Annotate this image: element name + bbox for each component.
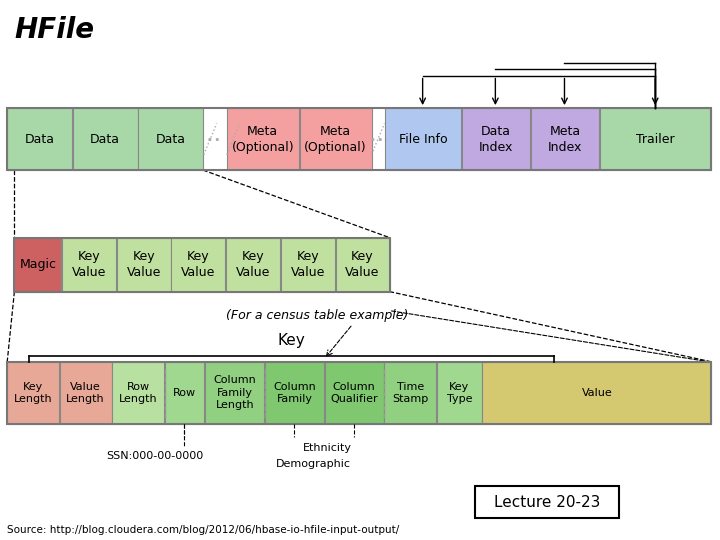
Bar	[336, 238, 390, 292]
Text: Column
Family: Column Family	[273, 382, 316, 404]
Text: Ethnicity: Ethnicity	[303, 443, 352, 453]
Text: Meta
(Optional): Meta (Optional)	[232, 125, 294, 153]
Text: SSN:000-00-0000: SSN:000-00-0000	[106, 451, 204, 461]
Text: Key
Value: Key Value	[291, 250, 325, 279]
Bar	[14, 238, 390, 292]
Text: Meta
Index: Meta Index	[548, 125, 582, 153]
Bar	[7, 362, 59, 424]
Bar	[7, 108, 72, 170]
Text: Magic: Magic	[19, 258, 56, 271]
Bar	[62, 238, 116, 292]
Text: Trailer: Trailer	[636, 132, 675, 146]
Text: Key: Key	[278, 333, 305, 348]
Text: Value: Value	[582, 388, 612, 398]
Text: Meta
(Optional): Meta (Optional)	[305, 125, 366, 153]
Bar	[385, 108, 461, 170]
Text: Data
Index: Data Index	[479, 125, 513, 153]
Text: Key
Value: Key Value	[127, 250, 161, 279]
Text: Source: http://blog.cloudera.com/blog/2012/06/hbase-io-hfile-input-output/: Source: http://blog.cloudera.com/blog/20…	[7, 524, 400, 535]
Bar	[117, 238, 171, 292]
Bar	[7, 362, 711, 424]
Text: Time
Stamp: Time Stamp	[392, 382, 428, 404]
Text: Key
Value: Key Value	[236, 250, 270, 279]
Text: Demographic: Demographic	[276, 459, 351, 469]
Bar	[226, 238, 280, 292]
Bar	[437, 362, 482, 424]
Text: Lecture 20-23: Lecture 20-23	[494, 495, 600, 510]
Text: HFile: HFile	[14, 16, 94, 44]
Text: Data: Data	[156, 132, 186, 146]
Bar	[300, 108, 372, 170]
Bar	[138, 108, 203, 170]
Text: Key
Type: Key Type	[446, 382, 472, 404]
Bar	[531, 108, 599, 170]
Text: Column
Qualifier: Column Qualifier	[330, 382, 378, 404]
Text: Key
Value: Key Value	[346, 250, 379, 279]
Bar	[600, 108, 711, 170]
Text: File Info: File Info	[399, 132, 447, 146]
Bar	[112, 362, 164, 424]
Bar	[7, 108, 711, 170]
Text: Key
Value: Key Value	[72, 250, 106, 279]
Bar	[462, 108, 530, 170]
Bar	[227, 108, 299, 170]
Text: Value
Length: Value Length	[66, 382, 105, 404]
Bar	[60, 362, 112, 424]
Bar	[475, 486, 619, 518]
Bar	[165, 362, 204, 424]
Text: Row
Length: Row Length	[119, 382, 158, 404]
Bar	[265, 362, 324, 424]
Text: Data: Data	[90, 132, 120, 146]
Text: Key
Value: Key Value	[181, 250, 215, 279]
Text: Key
Length: Key Length	[14, 382, 53, 404]
Bar	[325, 362, 384, 424]
Bar	[14, 238, 61, 292]
Bar	[205, 362, 264, 424]
Bar	[171, 238, 225, 292]
Bar	[384, 362, 436, 424]
Text: Column
Family
Length: Column Family Length	[213, 375, 256, 410]
Bar	[73, 108, 138, 170]
Text: (For a census table example): (For a census table example)	[225, 309, 408, 322]
Text: Data: Data	[24, 132, 55, 146]
Bar	[482, 362, 711, 424]
Text: Row: Row	[173, 388, 197, 398]
Bar	[281, 238, 335, 292]
